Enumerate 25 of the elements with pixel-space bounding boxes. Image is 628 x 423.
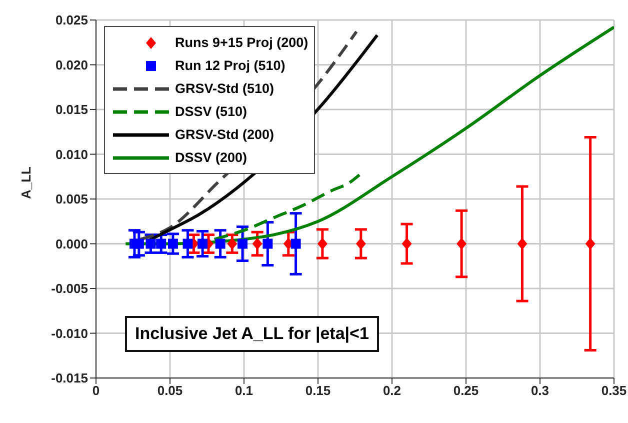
y-tick-label: -0.015 <box>51 370 88 386</box>
legend-label: DSSV (510) <box>175 104 248 119</box>
y-tick-label: -0.010 <box>51 326 88 341</box>
y-tick-label: 0.015 <box>55 102 88 118</box>
y-tick-label: -0.005 <box>51 281 88 296</box>
y-axis-title: A_LL <box>18 166 34 199</box>
legend-label: Runs 9+15 Proj (200) <box>175 35 308 50</box>
x-tick-label: 0.1 <box>234 383 254 398</box>
x-tick-label: 0.3 <box>530 383 550 398</box>
x-tick-label: 0.2 <box>382 383 402 398</box>
legend-label: Run 12 Proj (510) <box>175 58 286 73</box>
legend-label: GRSV-Std (510) <box>175 81 274 96</box>
x-tick-label: 0.25 <box>453 383 479 398</box>
y-tick-label: 0.025 <box>55 12 88 28</box>
legend-label: DSSV (200) <box>175 150 248 165</box>
y-tick-label: 0.010 <box>55 146 88 162</box>
x-tick-label: 0.05 <box>157 383 183 398</box>
x-tick-label: 0.15 <box>305 383 331 398</box>
y-tick-label: 0.005 <box>55 192 88 207</box>
annotation: Inclusive Jet A_LL for |eta|<1 <box>125 316 379 352</box>
x-tick-label: 0 <box>92 383 100 398</box>
y-tick-label: 0.000 <box>55 236 88 252</box>
x-tick-label: 0.35 <box>601 383 627 398</box>
y-tick-label: 0.020 <box>55 57 88 72</box>
legend-label: GRSV-Std (200) <box>175 127 274 142</box>
